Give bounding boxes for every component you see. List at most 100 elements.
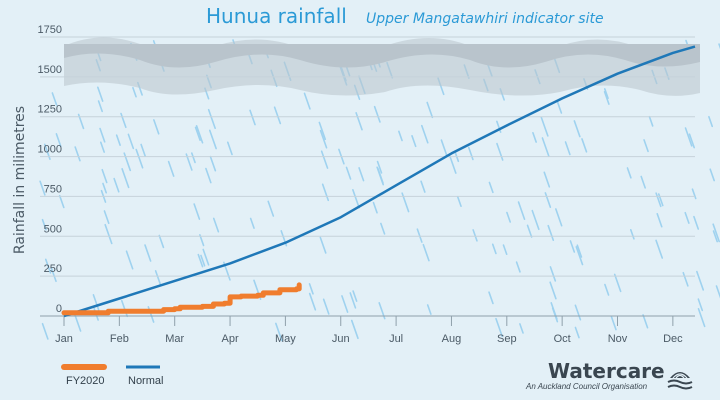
y-tick-label: 1000 bbox=[38, 144, 62, 156]
x-tick-label: Nov bbox=[608, 333, 628, 345]
rain-streak bbox=[123, 152, 132, 172]
rain-streak bbox=[197, 253, 204, 268]
rain-streak bbox=[506, 211, 512, 223]
rain-streak bbox=[682, 271, 689, 287]
y-tick-label: 1500 bbox=[38, 64, 62, 76]
rain-streak bbox=[709, 168, 715, 182]
rain-streak bbox=[564, 141, 571, 156]
rain-streak bbox=[358, 167, 365, 182]
rain-streak bbox=[472, 229, 478, 242]
rain-streak bbox=[58, 194, 65, 209]
rain-streak bbox=[604, 283, 610, 296]
rain-streak bbox=[209, 155, 217, 172]
rain-streak bbox=[207, 108, 216, 130]
rain-streak bbox=[581, 138, 588, 153]
y-tick-label: 250 bbox=[44, 263, 62, 275]
x-axis-ticks: Jan Feb Mar Apr May Jun Jul Aug Sep Oct Nov Dec bbox=[40, 315, 695, 345]
rain-streak bbox=[467, 146, 474, 161]
rain-streak bbox=[41, 322, 49, 340]
rain-streak bbox=[693, 215, 700, 230]
rain-streak bbox=[373, 105, 381, 123]
brand-tagline: An Auckland Council Organisation bbox=[525, 382, 648, 391]
rain-streak bbox=[532, 131, 537, 143]
rain-streak bbox=[125, 250, 134, 270]
rain-streak bbox=[643, 139, 649, 153]
rain-streak bbox=[426, 101, 434, 119]
cloud-shape-front bbox=[64, 44, 700, 68]
rain-streak bbox=[352, 189, 360, 209]
rain-streak bbox=[380, 222, 386, 235]
rain-streak bbox=[120, 299, 129, 318]
rain-streak bbox=[121, 168, 130, 189]
x-tick-label: Aug bbox=[442, 333, 462, 345]
rain-streak bbox=[377, 167, 384, 184]
rain-streak bbox=[496, 142, 504, 161]
y-tick-label: 750 bbox=[44, 183, 62, 195]
x-tick-label: Mar bbox=[165, 333, 184, 345]
rain-streak bbox=[50, 267, 57, 283]
rain-streak bbox=[526, 224, 533, 238]
rain-streak bbox=[51, 92, 58, 106]
series-fy2020-line bbox=[61, 282, 302, 316]
rain-streak bbox=[610, 315, 617, 331]
x-tick-label: Dec bbox=[663, 333, 683, 345]
rain-streak bbox=[411, 135, 417, 148]
rain-streak bbox=[398, 130, 403, 142]
rain-streak bbox=[322, 298, 330, 315]
rain-streak bbox=[574, 326, 580, 339]
rain-streak bbox=[449, 155, 457, 174]
rain-streak bbox=[355, 112, 363, 131]
rain-streak bbox=[153, 119, 160, 135]
rain-streak bbox=[320, 150, 329, 169]
rain-streak bbox=[488, 291, 494, 305]
y-axis-ticks: 0 250 500 750 1000 1250 1500 1750 bbox=[38, 24, 62, 315]
rain-streak bbox=[655, 239, 664, 259]
rain-streak bbox=[101, 168, 108, 184]
rain-streak bbox=[319, 236, 327, 254]
rain-streak bbox=[104, 223, 113, 245]
rain-streak bbox=[629, 228, 635, 240]
rain-streak bbox=[97, 100, 103, 113]
y-axis-label: Rainfall in milimetres bbox=[12, 106, 28, 254]
rain-streak bbox=[350, 319, 359, 340]
rain-streak bbox=[531, 209, 540, 231]
rain-streak bbox=[321, 183, 330, 202]
rain-streak bbox=[575, 246, 584, 266]
rain-streak bbox=[684, 211, 690, 224]
rain-streak bbox=[319, 129, 328, 149]
rain-streak bbox=[127, 133, 135, 150]
cloud-band bbox=[64, 37, 700, 96]
rain-streak bbox=[349, 292, 357, 309]
rain-streak bbox=[249, 217, 255, 229]
rain-streak bbox=[372, 201, 378, 214]
rain-streak bbox=[113, 177, 120, 193]
rain-streak bbox=[426, 304, 432, 315]
rain-streak bbox=[603, 90, 610, 105]
rain-streak bbox=[603, 88, 609, 100]
rain-streak bbox=[99, 127, 106, 143]
rain-streak bbox=[656, 212, 663, 228]
x-tick-label: Jul bbox=[389, 333, 403, 345]
rain-streak bbox=[103, 210, 110, 225]
rain-streak bbox=[712, 230, 719, 243]
rain-streak bbox=[249, 109, 256, 126]
rain-streak bbox=[540, 116, 549, 137]
rain-streak bbox=[73, 311, 82, 332]
chart-title: Hunua rainfall bbox=[206, 4, 347, 28]
rain-streak bbox=[226, 141, 233, 156]
rain-streak bbox=[456, 195, 462, 208]
x-tick-label: Feb bbox=[110, 333, 129, 345]
rain-streak bbox=[642, 314, 649, 329]
rain-streak bbox=[208, 129, 217, 150]
x-tick-label: Apr bbox=[221, 333, 238, 345]
rain-streak bbox=[267, 200, 275, 217]
rain-streak bbox=[569, 240, 576, 253]
series-normal-line bbox=[63, 45, 696, 318]
rain-streak bbox=[708, 115, 714, 128]
rain-streak bbox=[420, 124, 429, 144]
rain-streak bbox=[158, 234, 165, 249]
rain-streak bbox=[549, 266, 557, 282]
y-tick-label: 500 bbox=[44, 223, 62, 235]
rain-streak bbox=[202, 248, 210, 266]
rain-streak bbox=[92, 294, 100, 311]
